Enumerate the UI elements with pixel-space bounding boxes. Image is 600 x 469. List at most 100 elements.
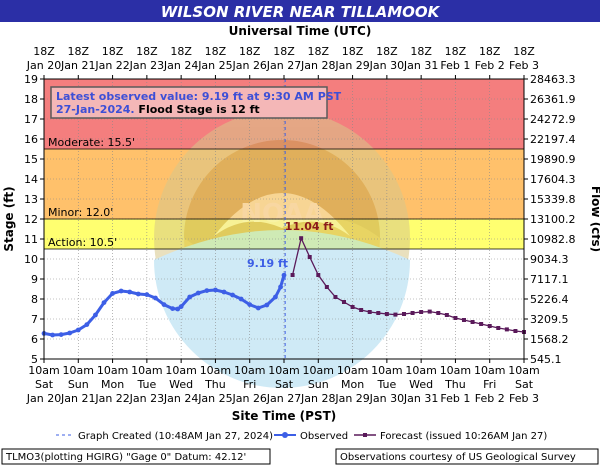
stage-tick-label: 7 <box>31 313 38 326</box>
legend-created-label: Graph Created (10:48AM Jan 27, 2024) <box>78 431 273 442</box>
stage-tick-label: 19 <box>24 73 38 86</box>
forecast-point <box>436 311 441 315</box>
stage-tick-label: 5 <box>31 353 38 366</box>
observed-value-label: 9.19 ft <box>247 257 288 270</box>
bottom-tick-date: Jan 26 <box>231 392 266 405</box>
flow-tick-label: 26361.9 <box>530 93 576 106</box>
flow-tick-label: 15339.8 <box>530 193 576 206</box>
top-tick-date: Feb 2 <box>475 59 505 72</box>
stage-tick-label: 17 <box>24 113 38 126</box>
bottom-tick-date: Feb 3 <box>509 392 539 405</box>
bottom-tick-time: 10am <box>337 364 368 377</box>
forecast-peak-label: 11.04 ft <box>285 220 334 233</box>
forecast-point <box>393 312 398 317</box>
bottom-tick-time: 10am <box>405 364 436 377</box>
forecast-point <box>384 312 389 316</box>
forecast-point <box>410 311 415 315</box>
top-tick-time: 18Z <box>513 45 535 58</box>
top-tick-date: Jan 22 <box>94 59 129 72</box>
bottom-tick-date: Feb 2 <box>475 392 505 405</box>
bottom-tick-weekday: Fri <box>243 378 256 391</box>
forecast-point <box>453 316 458 320</box>
top-tick-date: Jan 30 <box>369 59 404 72</box>
forecast-point <box>333 295 338 299</box>
bottom-tick-time: 10am <box>440 364 471 377</box>
bottom-tick-date: Jan 20 <box>26 392 61 405</box>
bottom-tick-time: 10am <box>97 364 128 377</box>
top-tick-date: Jan 24 <box>163 59 198 72</box>
bottom-tick-time: 10am <box>303 364 334 377</box>
bottom-tick-time: 10am <box>474 364 505 377</box>
observed-series <box>41 272 287 338</box>
top-tick-time: 18Z <box>342 45 364 58</box>
bottom-tick-time: 10am <box>28 364 59 377</box>
observed-point <box>93 312 98 318</box>
bottom-tick-weekday: Thu <box>444 378 466 391</box>
noaa-logo-wave <box>154 230 410 388</box>
top-tick-time: 18Z <box>136 45 158 58</box>
flood-stage-text: Flood Stage is 12 ft <box>135 103 260 116</box>
flow-tick-label: 10982.8 <box>530 233 576 246</box>
forecast-point <box>479 322 484 326</box>
stage-tick-label: 10 <box>24 253 38 266</box>
flow-tick-label: 545.1 <box>530 353 562 366</box>
bottom-tick-weekday: Sat <box>35 378 54 391</box>
footer-datum: TLMO3(plotting HGIRG) "Gage 0" Datum: 42… <box>5 452 246 463</box>
forecast-point <box>444 313 449 317</box>
top-tick-date: Jan 21 <box>60 59 95 72</box>
observed-point <box>247 302 253 307</box>
stage-tick-label: 16 <box>24 133 38 146</box>
observed-point <box>213 287 218 293</box>
bottom-tick-time: 10am <box>508 364 539 377</box>
bottom-tick-weekday: Sun <box>308 378 329 391</box>
forecast-point <box>504 327 509 332</box>
bottom-tick-date: Jan 28 <box>300 392 335 405</box>
forecast-line <box>291 236 525 333</box>
stage-tick-label: 13 <box>24 193 38 206</box>
bottom-tick-date: Jan 27 <box>266 392 301 405</box>
top-tick-time: 18Z <box>445 45 467 58</box>
top-tick-time: 18Z <box>410 45 432 58</box>
bottom-tick-weekday: Mon <box>101 378 124 391</box>
bottom-tick-weekday: Tue <box>136 378 156 391</box>
forecast-point <box>324 285 329 289</box>
flow-tick-label: 17604.3 <box>530 173 576 186</box>
top-axis-title: Universal Time (UTC) <box>229 24 372 38</box>
bottom-tick-weekday: Fri <box>483 378 496 391</box>
top-tick-date: Jan 20 <box>26 59 61 72</box>
stage-tick-label: 12 <box>24 213 38 226</box>
bottom-tick-date: Jan 22 <box>94 392 129 405</box>
bottom-tick-time: 10am <box>200 364 231 377</box>
observed-point <box>221 289 227 295</box>
bottom-tick-time: 10am <box>371 364 402 377</box>
observed-point <box>255 305 261 311</box>
top-tick-time: 18Z <box>68 45 90 58</box>
observed-point <box>127 289 133 295</box>
forecast-point <box>350 305 355 309</box>
bottom-tick-time: 10am <box>131 364 162 377</box>
flow-axis-title: Flow (cfs) <box>589 186 600 252</box>
title-bar <box>0 0 600 22</box>
observed-point <box>238 296 244 302</box>
top-tick-date: Jan 23 <box>129 59 164 72</box>
top-tick-time: 18Z <box>170 45 192 58</box>
legend-observed-marker <box>282 432 288 438</box>
forecast-point <box>359 308 364 312</box>
latest-value-date: 27-Jan-2024. <box>56 103 135 116</box>
band-label-moderate: Moderate: 15.5' <box>48 136 135 149</box>
top-tick-time: 18Z <box>239 45 261 58</box>
flow-tick-label: 22197.4 <box>530 133 576 146</box>
bottom-tick-weekday: Sun <box>68 378 89 391</box>
bottom-axis-title: Site Time (PST) <box>232 409 337 423</box>
top-tick-date: Feb 3 <box>509 59 539 72</box>
bottom-tick-date: Jan 30 <box>369 392 404 405</box>
forecast-point <box>470 320 475 324</box>
observed-point <box>135 291 141 297</box>
footer-right-box <box>335 448 599 465</box>
observed-point <box>281 272 287 278</box>
flow-tick-label: 9034.3 <box>530 253 569 266</box>
observed-point <box>67 330 73 336</box>
flow-axis-ticks: 545.1 1568.2 3209.5 5226.4 7117.1 9034.3 10982… <box>524 73 576 366</box>
top-tick-time: 18Z <box>205 45 227 58</box>
